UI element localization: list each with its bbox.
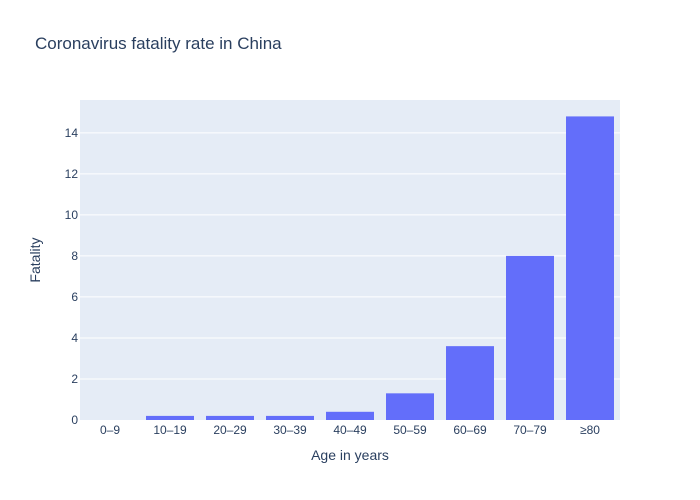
bar-7[interactable]: [446, 346, 494, 420]
bar-3[interactable]: [206, 415, 254, 420]
bar-6[interactable]: [386, 393, 434, 420]
bar-5[interactable]: [326, 411, 374, 420]
y-axis-title: Fatality: [27, 237, 43, 283]
y-tick-label: 10: [65, 208, 79, 222]
bar-8[interactable]: [506, 255, 554, 420]
x-tick-label: 10–19: [153, 423, 187, 437]
y-tick-label: 6: [71, 290, 78, 304]
x-tick-label: 70–79: [513, 423, 547, 437]
x-tick-label: 30–39: [273, 423, 307, 437]
x-tick-label: 50–59: [393, 423, 427, 437]
y-tick-label: 2: [71, 372, 78, 386]
bar-2[interactable]: [146, 415, 194, 420]
x-tick-label: 20–29: [213, 423, 247, 437]
y-tick-label: 12: [65, 167, 79, 181]
x-tick-label: 60–69: [453, 423, 487, 437]
y-tick-label: 0: [71, 413, 78, 427]
x-tick-label: ≥80: [580, 423, 600, 437]
bar-4[interactable]: [266, 415, 314, 420]
x-tick-label: 0–9: [100, 423, 120, 437]
y-tick-label: 14: [65, 126, 79, 140]
x-axis-ticks: 0–9 10–19 20–29 30–39 40–49 50–59 60–69 70–79 ≥8…: [100, 423, 600, 437]
y-tick-label: 8: [71, 249, 78, 263]
y-tick-label: 4: [71, 331, 78, 345]
x-tick-label: 40–49: [333, 423, 367, 437]
y-axis-ticks: 0 2 4 6 8 10 12 14: [65, 126, 79, 427]
x-axis-title-text: Age in years: [311, 447, 389, 463]
chart-title: Coronavirus fatality rate in China: [35, 34, 282, 53]
bars: [146, 116, 614, 421]
bar-9[interactable]: [566, 116, 614, 421]
